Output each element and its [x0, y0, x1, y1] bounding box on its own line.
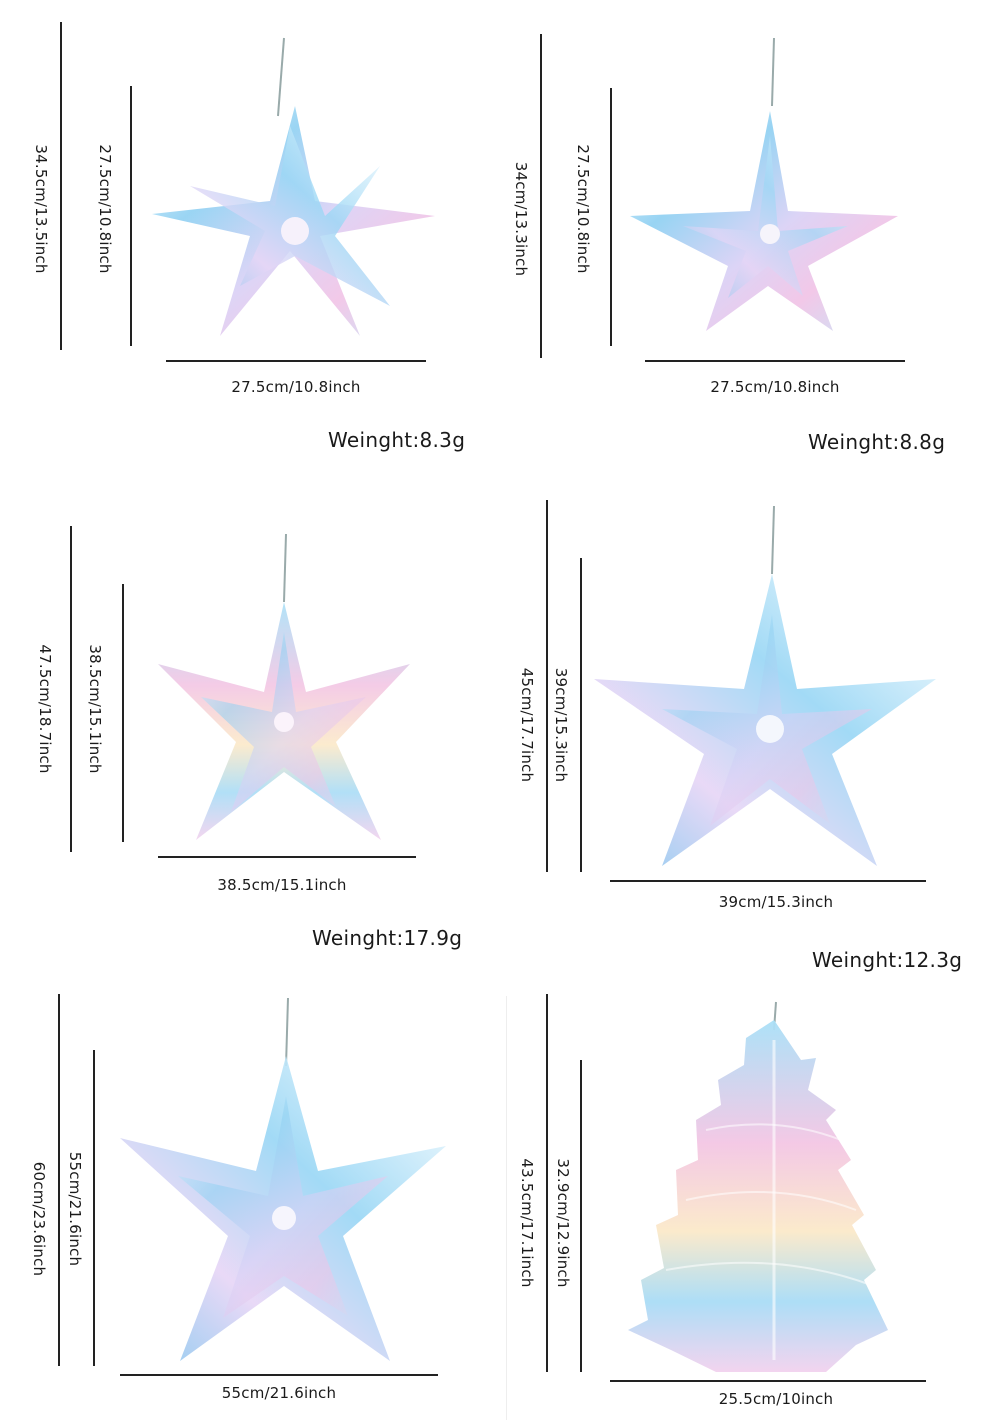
width-label: 39cm/15.3inch	[718, 893, 834, 911]
inner-height-label: 38.5cm/15.1inch	[86, 644, 104, 774]
weight-label: Weinght:17.9g	[312, 926, 463, 950]
width-label: 38.5cm/15.1inch	[217, 876, 347, 894]
width-label: 25.5cm/10inch	[718, 1390, 834, 1408]
outer-height-label: 60cm/23.6inch	[30, 1161, 48, 1277]
christmas-tree-icon	[628, 1001, 888, 1372]
weight-label: Weinght:8.3g	[328, 428, 466, 452]
outer-height-line	[546, 994, 548, 1372]
panel-divider	[506, 996, 507, 1420]
star-icon	[594, 505, 936, 866]
width-line	[120, 1374, 438, 1376]
star-icon	[630, 37, 898, 331]
width-label: 55cm/21.6inch	[221, 1384, 337, 1402]
star-icon	[120, 997, 446, 1361]
inner-height-label: 55cm/21.6inch	[66, 1151, 84, 1267]
inner-height-line	[580, 1060, 582, 1372]
outer-height-line	[546, 500, 548, 872]
inner-height-label: 27.5cm/10.8inch	[574, 144, 592, 274]
outer-height-label: 43.5cm/17.1inch	[518, 1158, 536, 1288]
inner-height-line	[122, 584, 124, 842]
weight-label: Weinght:12.3g	[812, 948, 963, 972]
inner-height-line	[93, 1050, 95, 1366]
outer-height-line	[70, 526, 72, 852]
weight-label: Weinght:8.8g	[808, 430, 946, 454]
outer-height-line	[540, 34, 542, 358]
burst-star-icon	[152, 37, 435, 336]
outer-height-line	[60, 22, 62, 350]
inner-height-label: 39cm/15.3inch	[552, 667, 570, 783]
width-label: 27.5cm/10.8inch	[231, 378, 361, 396]
inner-height-label: 32.9cm/12.9inch	[554, 1158, 572, 1288]
width-label: 27.5cm/10.8inch	[710, 378, 840, 396]
width-line	[610, 1380, 926, 1382]
outer-height-line	[58, 994, 60, 1366]
outer-height-label: 45cm/17.7inch	[518, 667, 536, 783]
star-icon	[158, 533, 410, 840]
inner-height-label: 27.5cm/10.8inch	[96, 144, 114, 274]
width-line	[610, 880, 926, 882]
outer-height-label: 34.5cm/13.5inch	[32, 144, 50, 274]
outer-height-label: 47.5cm/18.7inch	[36, 644, 54, 774]
width-line	[166, 360, 426, 362]
inner-height-line	[610, 88, 612, 346]
inner-height-line	[580, 558, 582, 872]
inner-height-line	[130, 86, 132, 346]
width-line	[645, 360, 905, 362]
width-line	[158, 856, 416, 858]
outer-height-label: 34cm/13.3inch	[512, 161, 530, 277]
